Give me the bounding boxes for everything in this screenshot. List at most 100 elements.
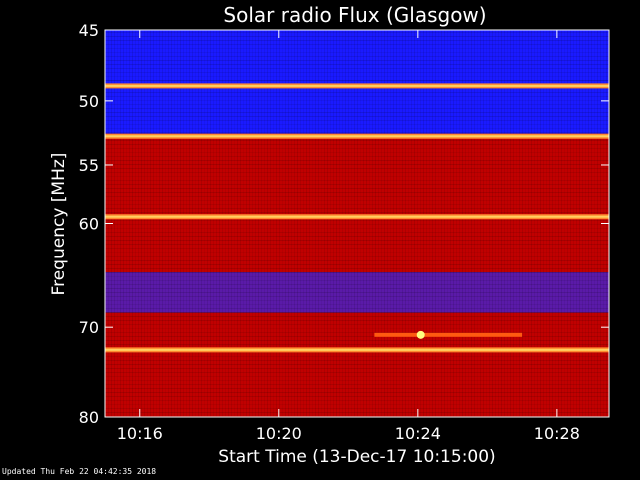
streak: [513, 30, 514, 417]
band-low: [105, 80, 609, 134]
channel-line: [105, 80, 609, 81]
streak: [177, 30, 178, 417]
streak: [384, 30, 385, 417]
streak: [330, 30, 331, 417]
x-tick-label: 10:16: [117, 424, 163, 443]
streak: [246, 30, 247, 417]
streak: [339, 30, 340, 417]
streak: [408, 30, 409, 417]
streak: [219, 30, 220, 417]
streak: [567, 30, 568, 417]
channel-line: [105, 48, 609, 49]
streak: [321, 30, 322, 417]
streak: [312, 30, 313, 417]
streak: [492, 30, 493, 417]
streak: [156, 30, 157, 417]
streak: [186, 30, 187, 417]
streak: [327, 30, 328, 417]
channel-line: [105, 160, 609, 161]
streak: [276, 30, 277, 417]
streak: [483, 30, 484, 417]
channel-line: [105, 400, 609, 401]
streak: [336, 30, 337, 417]
streak: [411, 30, 412, 417]
streak: [549, 30, 550, 417]
streak: [582, 30, 583, 417]
x-tick-label: 10:24: [395, 424, 441, 443]
channel-line: [105, 104, 609, 105]
streak: [417, 30, 418, 417]
streak: [372, 30, 373, 417]
streak: [357, 30, 358, 417]
streak: [198, 30, 199, 417]
streak: [168, 30, 169, 417]
channel-line: [105, 316, 609, 317]
channel-line: [105, 388, 609, 389]
channel-line: [105, 208, 609, 209]
channel-line: [105, 412, 609, 413]
streak: [480, 30, 481, 417]
streak: [369, 30, 370, 417]
updated-timestamp: Updated Thu Feb 22 04:42:35 2018: [2, 467, 157, 476]
y-tick-label: 80: [79, 408, 99, 427]
channel-line: [105, 264, 609, 265]
channel-line: [105, 228, 609, 229]
channel-line: [105, 288, 609, 289]
streak: [438, 30, 439, 417]
streak: [543, 30, 544, 417]
channel-line: [105, 368, 609, 369]
streak: [510, 30, 511, 417]
streak: [516, 30, 517, 417]
streak: [444, 30, 445, 417]
y-axis-label: Frequency [MHz]: [49, 153, 69, 296]
channel-line: [105, 380, 609, 381]
streak: [141, 30, 142, 417]
streak: [180, 30, 181, 417]
channel-line: [105, 364, 609, 365]
streak: [234, 30, 235, 417]
y-tick-label: 45: [79, 21, 99, 40]
streak: [474, 30, 475, 417]
channel-line: [105, 184, 609, 185]
streak: [501, 30, 502, 417]
streak: [423, 30, 424, 417]
channel-line: [105, 132, 609, 133]
streak: [489, 30, 490, 417]
streak: [456, 30, 457, 417]
channel-line: [105, 392, 609, 393]
streak: [195, 30, 196, 417]
streak: [546, 30, 547, 417]
streak: [318, 30, 319, 417]
streak: [144, 30, 145, 417]
streak: [249, 30, 250, 417]
streak: [252, 30, 253, 417]
channel-line: [105, 140, 609, 141]
band-high: [105, 133, 609, 273]
axis-marks: 10:16 10:20 10:24 10:28 45 50 55 60 70 80: [79, 21, 609, 443]
streak: [399, 30, 400, 417]
channel-line: [105, 356, 609, 357]
streak: [540, 30, 541, 417]
channel-line: [105, 308, 609, 309]
x-axis-label: Start Time (13-Dec-17 10:15:00): [218, 447, 495, 467]
channel-line: [105, 376, 609, 377]
streak: [135, 30, 136, 417]
streak: [381, 30, 382, 417]
channel-line: [105, 168, 609, 169]
channel-line: [105, 232, 609, 233]
streak: [222, 30, 223, 417]
channel-line: [105, 280, 609, 281]
channel-line: [105, 92, 609, 93]
channel-line: [105, 292, 609, 293]
channel-line: [105, 100, 609, 101]
band-high: [105, 312, 609, 351]
x-tick-label: 10:28: [534, 424, 580, 443]
streak: [594, 30, 595, 417]
channel-line: [105, 32, 609, 33]
streak: [552, 30, 553, 417]
streak: [522, 30, 523, 417]
bright-line: [105, 84, 609, 87]
streak: [375, 30, 376, 417]
channel-line: [105, 108, 609, 109]
channel-line: [105, 360, 609, 361]
